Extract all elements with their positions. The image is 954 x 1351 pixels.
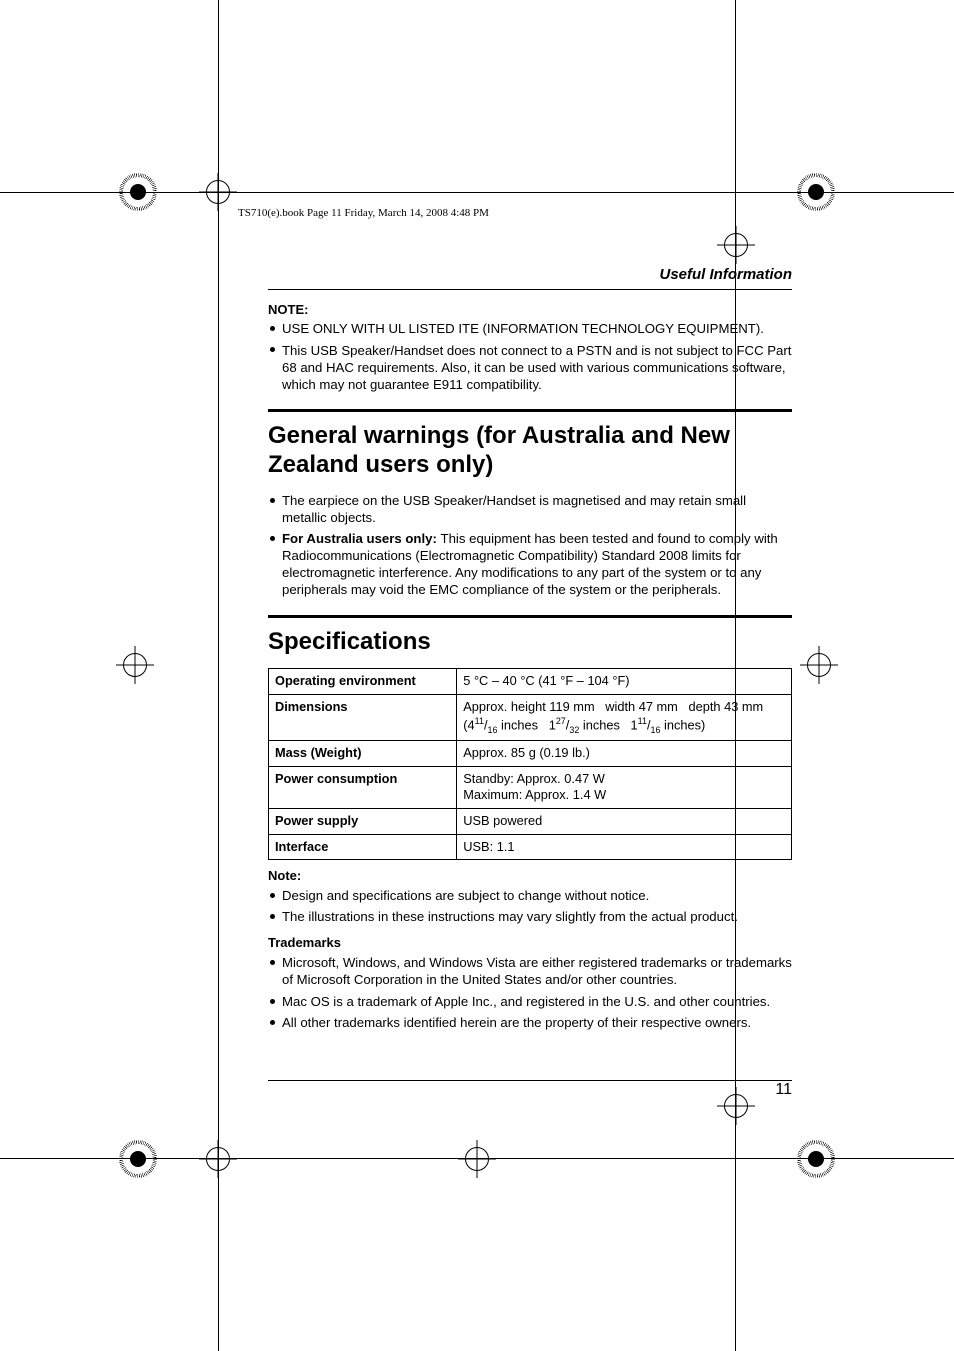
list-item: The earpiece on the USB Speaker/Handset …	[282, 492, 792, 526]
list-item: Microsoft, Windows, and Windows Vista ar…	[282, 954, 792, 988]
registration-mark-icon	[119, 173, 157, 211]
crosshair-icon	[116, 646, 154, 684]
crosshair-icon	[717, 226, 755, 264]
footer-rule	[268, 1080, 792, 1081]
note-list: USE ONLY WITH UL LISTED ITE (INFORMATION…	[268, 320, 792, 393]
page-content: Useful Information NOTE: USE ONLY WITH U…	[268, 265, 792, 1041]
spec-label: Mass (Weight)	[269, 741, 457, 767]
list-item: All other trademarks identified herein a…	[282, 1014, 792, 1031]
spec-value: 5 °C – 40 °C (41 °F – 104 °F)	[457, 669, 792, 695]
spec-value: Standby: Approx. 0.47 WMaximum: Approx. …	[457, 766, 792, 808]
spec-value: USB powered	[457, 808, 792, 834]
registration-mark-icon	[119, 1140, 157, 1178]
specs-table: Operating environment 5 °C – 40 °C (41 °…	[268, 668, 792, 860]
spec-value: Approx. 85 g (0.19 lb.)	[457, 741, 792, 767]
crosshair-icon	[717, 1087, 755, 1125]
crosshair-icon	[199, 173, 237, 211]
crosshair-icon	[800, 646, 838, 684]
warnings-list: The earpiece on the USB Speaker/Handset …	[268, 492, 792, 599]
file-meta-line: TS710(e).book Page 11 Friday, March 14, …	[238, 207, 489, 219]
trademarks-label: Trademarks	[268, 935, 792, 952]
spec-label: Interface	[269, 834, 457, 860]
table-row: Dimensions Approx. height 119 mm width 4…	[269, 694, 792, 740]
spec-label: Operating environment	[269, 669, 457, 695]
list-item: The illustrations in these instructions …	[282, 908, 792, 925]
list-item: For Australia users only: This equipment…	[282, 530, 792, 599]
warnings-title: General warnings (for Australia and New …	[268, 422, 792, 480]
footnote-list: Design and specifications are subject to…	[268, 887, 792, 925]
table-row: Mass (Weight) Approx. 85 g (0.19 lb.)	[269, 741, 792, 767]
spec-label: Power supply	[269, 808, 457, 834]
list-item: Mac OS is a trademark of Apple Inc., and…	[282, 993, 792, 1010]
section-divider	[268, 409, 792, 412]
specs-title: Specifications	[268, 628, 792, 657]
section-divider	[268, 615, 792, 618]
list-item: This USB Speaker/Handset does not connec…	[282, 342, 792, 393]
crosshair-icon	[199, 1140, 237, 1178]
table-row: Power consumption Standby: Approx. 0.47 …	[269, 766, 792, 808]
list-item: USE ONLY WITH UL LISTED ITE (INFORMATION…	[282, 320, 792, 337]
spec-value: USB: 1.1	[457, 834, 792, 860]
table-row: Interface USB: 1.1	[269, 834, 792, 860]
registration-mark-icon	[797, 173, 835, 211]
registration-mark-icon	[797, 1140, 835, 1178]
section-heading: Useful Information	[268, 265, 792, 285]
clip-outline	[0, 0, 240, 32]
header-rule	[268, 289, 792, 290]
spec-label: Dimensions	[269, 694, 457, 740]
spec-value: Approx. height 119 mm width 47 mm depth …	[457, 694, 792, 740]
table-row: Operating environment 5 °C – 40 °C (41 °…	[269, 669, 792, 695]
footnote-label: Note:	[268, 868, 792, 885]
page-number: 11	[775, 1080, 792, 1101]
crosshair-icon	[458, 1140, 496, 1178]
spec-label: Power consumption	[269, 766, 457, 808]
note-label: NOTE:	[268, 302, 792, 319]
trademarks-list: Microsoft, Windows, and Windows Vista ar…	[268, 954, 792, 1031]
table-row: Power supply USB powered	[269, 808, 792, 834]
list-item: Design and specifications are subject to…	[282, 887, 792, 904]
